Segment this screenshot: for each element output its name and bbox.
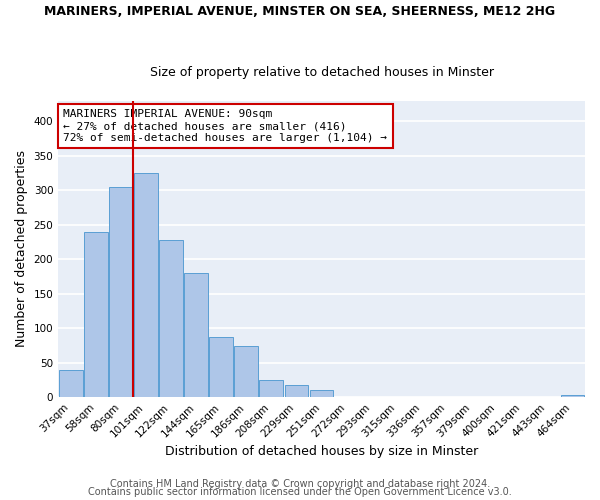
Text: MARINERS IMPERIAL AVENUE: 90sqm
← 27% of detached houses are smaller (416)
72% o: MARINERS IMPERIAL AVENUE: 90sqm ← 27% of… [64,110,388,142]
X-axis label: Distribution of detached houses by size in Minster: Distribution of detached houses by size … [165,444,478,458]
Bar [184,273,208,397]
Bar [134,173,158,397]
Bar [235,346,258,397]
Bar [560,395,584,397]
Bar [284,386,308,397]
Bar [59,370,83,397]
Bar [310,390,334,397]
Text: Contains HM Land Registry data © Crown copyright and database right 2024.: Contains HM Land Registry data © Crown c… [110,479,490,489]
Bar [84,232,108,397]
Bar [159,240,183,397]
Text: MARINERS, IMPERIAL AVENUE, MINSTER ON SEA, SHEERNESS, ME12 2HG: MARINERS, IMPERIAL AVENUE, MINSTER ON SE… [44,5,556,18]
Text: Contains public sector information licensed under the Open Government Licence v3: Contains public sector information licen… [88,487,512,497]
Y-axis label: Number of detached properties: Number of detached properties [15,150,28,348]
Title: Size of property relative to detached houses in Minster: Size of property relative to detached ho… [149,66,494,78]
Bar [259,380,283,397]
Bar [109,187,133,397]
Bar [209,337,233,397]
